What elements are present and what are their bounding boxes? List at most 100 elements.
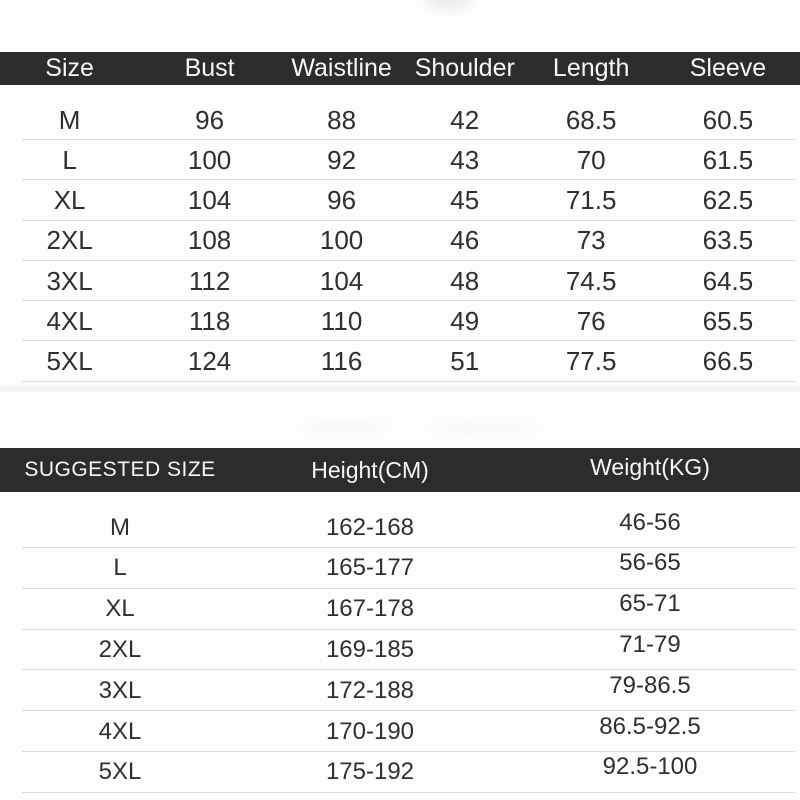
weight-range: 86.5-92.5	[599, 712, 701, 740]
weight-range: 65-71	[619, 590, 681, 618]
sleeve-value: 64.5	[702, 265, 754, 296]
size-value: 5XL	[98, 758, 142, 786]
row-divider	[22, 300, 795, 302]
table-row-m: M 96 88 42 68.5 60.5	[0, 85, 800, 140]
column-header-height: Height(CM)	[311, 456, 429, 483]
size-value: 4XL	[46, 305, 93, 336]
table-row-xl: XL 167-178 65-71	[0, 589, 800, 630]
waist-value: 116	[320, 346, 363, 377]
length-value: 77.5	[565, 346, 617, 377]
sleeve-value: 63.5	[702, 225, 754, 256]
sleeve-value: 61.5	[702, 144, 754, 175]
bust-value: 112	[188, 265, 231, 296]
table-row-4xl: 4XL 118 110 49 76 65.5	[0, 301, 800, 342]
waist-value: 96	[327, 184, 357, 215]
height-range: 169-185	[325, 635, 415, 663]
row-divider	[22, 259, 795, 261]
column-header-length: Length	[552, 54, 630, 82]
height-range: 165-177	[325, 554, 415, 582]
shoulder-value: 49	[450, 305, 480, 336]
row-divider	[22, 669, 795, 671]
shoulder-value: 45	[450, 184, 480, 215]
suggested-size-table-body: M 162-168 46-56 L 165-177 56-65 XL 167-1…	[0, 492, 800, 793]
length-value: 68.5	[565, 105, 617, 135]
size-value: 3XL	[46, 265, 93, 296]
size-value: 5XL	[46, 346, 93, 377]
height-range: 162-168	[325, 513, 415, 541]
column-header-bust: Bust	[184, 54, 235, 82]
table-row-3xl: 3XL 112 104 48 74.5 64.5	[0, 261, 800, 302]
length-value: 73	[576, 225, 606, 256]
bust-value: 104	[187, 184, 232, 215]
sleeve-value: 62.5	[702, 184, 754, 215]
size-value: L	[113, 554, 127, 582]
weight-range: 71-79	[619, 630, 681, 658]
measurement-table-body: M 96 88 42 68.5 60.5 L 100 92 43 70 61.5…	[0, 85, 800, 382]
height-range: 170-190	[325, 717, 415, 745]
column-header-suggested-size: SUGGESTED SIZE	[24, 458, 216, 481]
shoulder-value: 42	[450, 105, 480, 135]
size-value: L	[62, 144, 77, 175]
column-header-sleeve: Sleeve	[689, 54, 767, 82]
row-divider	[22, 628, 795, 630]
column-header-size: Size	[45, 54, 94, 82]
bust-value: 100	[187, 144, 232, 175]
sleeve-value: 65.5	[702, 305, 754, 336]
waist-value: 88	[327, 105, 357, 135]
column-header-waistline: Waistline	[291, 54, 392, 82]
watermark-smudge-mid	[430, 425, 540, 431]
bust-value: 118	[188, 305, 231, 336]
watermark-smudge-mid	[300, 424, 390, 431]
column-header-shoulder: Shoulder	[414, 54, 515, 82]
measurement-table-header: Size Bust Waistline Shoulder Length Slee…	[0, 52, 800, 85]
table-separator-band	[0, 385, 800, 392]
weight-range: 56-65	[619, 549, 681, 577]
weight-range: 46-56	[619, 508, 681, 536]
table-row-5xl: 5XL 124 116 51 77.5 66.5	[0, 341, 800, 382]
size-value: 2XL	[98, 635, 142, 663]
shoulder-value: 51	[450, 346, 480, 377]
shoulder-value: 43	[450, 144, 480, 175]
size-value: XL	[53, 184, 86, 215]
table-row-l: L 100 92 43 70 61.5	[0, 140, 800, 181]
length-value: 76	[576, 305, 606, 336]
row-divider	[22, 750, 795, 752]
row-divider	[22, 380, 795, 382]
row-divider	[22, 710, 795, 712]
bust-value: 108	[187, 225, 232, 256]
height-range: 175-192	[325, 758, 415, 786]
size-value: M	[58, 105, 81, 135]
table-row-3xl: 3XL 172-188 79-86.5	[0, 670, 800, 712]
row-divider	[22, 179, 795, 181]
row-divider	[22, 587, 795, 589]
table-row-2xl: 2XL 108 100 46 73 63.5	[0, 221, 800, 261]
sleeve-value: 66.5	[702, 346, 754, 377]
weight-range: 79-86.5	[609, 671, 691, 699]
length-value: 70	[576, 144, 606, 175]
table-row-4xl: 4XL 170-190 86.5-92.5	[0, 711, 800, 752]
length-value: 71.5	[565, 184, 617, 215]
shoulder-value: 48	[450, 265, 480, 296]
row-divider	[22, 547, 795, 548]
table-row-5xl: 5XL 175-192 92.5-100	[0, 752, 800, 793]
sleeve-value: 60.5	[702, 105, 754, 135]
row-divider	[22, 219, 795, 221]
table-row-l: L 165-177 56-65	[0, 548, 800, 589]
waist-value: 100	[319, 225, 364, 256]
bust-value: 124	[187, 346, 232, 377]
row-divider	[22, 340, 795, 342]
table-row-2xl: 2XL 169-185 71-79	[0, 630, 800, 671]
size-value: XL	[105, 595, 135, 623]
height-range: 167-178	[325, 595, 415, 623]
weight-range: 92.5-100	[602, 753, 698, 781]
table-row-xl: XL 104 96 45 71.5 62.5	[0, 180, 800, 221]
row-divider	[22, 791, 795, 793]
suggested-size-table-header: SUGGESTED SIZE Height(CM) Weight(KG)	[0, 448, 800, 492]
height-range: 172-188	[325, 676, 415, 704]
waist-value: 110	[320, 305, 363, 336]
waist-value: 104	[319, 265, 364, 296]
bust-value: 96	[195, 105, 225, 135]
size-value: 3XL	[98, 676, 142, 704]
waist-value: 92	[327, 144, 357, 175]
